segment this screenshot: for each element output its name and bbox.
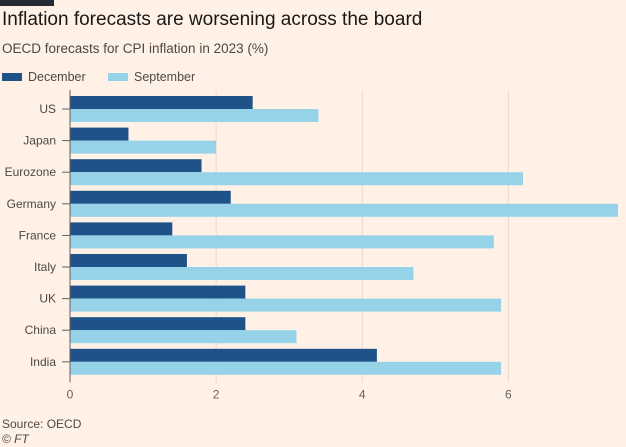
- y-category-label: Germany: [7, 197, 56, 211]
- bar-september: [70, 140, 217, 154]
- y-category-label: France: [19, 228, 57, 242]
- bar-december: [70, 317, 246, 331]
- legend-item-september: September: [108, 70, 195, 84]
- legend-item-december: December: [2, 70, 86, 84]
- y-category-label: China: [25, 323, 57, 337]
- chart-title: Inflation forecasts are worsening across…: [2, 9, 423, 30]
- x-tick-label: 4: [359, 387, 366, 401]
- bar-december: [70, 159, 202, 173]
- y-category-label: US: [39, 102, 56, 116]
- legend-label-september: September: [134, 70, 196, 84]
- ft-top-bar: [0, 0, 54, 6]
- bar-december: [70, 127, 129, 141]
- y-category-label: Eurozone: [5, 165, 57, 179]
- legend-label-december: December: [28, 70, 86, 84]
- bar-september: [70, 203, 618, 217]
- x-tick-label: 0: [67, 387, 74, 401]
- bar-december: [70, 254, 187, 267]
- bar-december: [70, 348, 377, 362]
- bar-september: [70, 109, 319, 122]
- bar-december: [70, 96, 253, 109]
- bar-september: [70, 172, 524, 186]
- chart-subtitle: OECD forecasts for CPI inflation in 2023…: [2, 41, 269, 56]
- y-category-label: Japan: [23, 134, 56, 148]
- y-category-label: India: [30, 355, 56, 369]
- source-note: Source: OECD: [2, 417, 82, 431]
- bar-september: [70, 235, 494, 249]
- x-tick-label: 6: [505, 387, 512, 401]
- bar-september: [70, 361, 502, 375]
- bar-september: [70, 267, 414, 280]
- y-category-label: UK: [39, 292, 56, 306]
- ft-credit: © FT: [2, 432, 29, 446]
- y-category-label: Italy: [34, 260, 56, 274]
- bar-september: [70, 298, 502, 312]
- bar-december: [70, 190, 231, 204]
- bar-december: [70, 222, 173, 236]
- legend-swatch-september: [108, 73, 128, 81]
- bar-chart: 0 2 4 6 US Japan Eurozone Germany France Italy UK C…: [5, 90, 618, 401]
- legend-swatch-december: [2, 73, 22, 81]
- bar-september: [70, 330, 297, 344]
- bar-december: [70, 285, 246, 299]
- x-tick-label: 2: [213, 387, 220, 401]
